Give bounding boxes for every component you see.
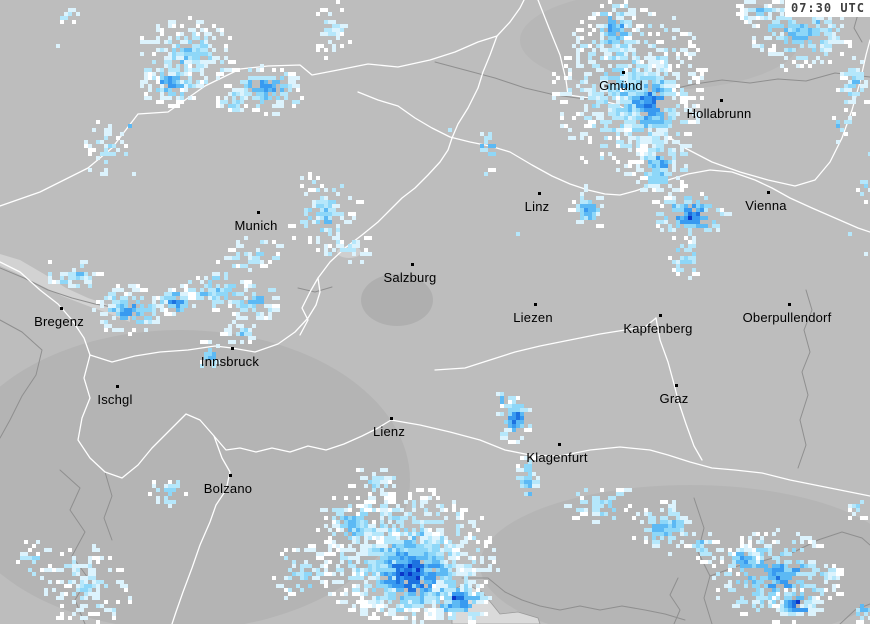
- city-dot: [720, 99, 723, 102]
- city-label: Gmünd: [599, 78, 643, 93]
- city-dot: [622, 71, 625, 74]
- city-dot: [538, 192, 541, 195]
- city-label: Innsbruck: [200, 354, 260, 369]
- city-dot: [659, 314, 662, 317]
- timestamp-badge: 07:30 UTC: [784, 0, 870, 17]
- city-label: Linz: [524, 199, 550, 214]
- city-dot: [231, 347, 234, 350]
- city-label: Ischgl: [97, 392, 133, 407]
- city-label: Bolzano: [203, 481, 253, 496]
- city-dot: [60, 307, 63, 310]
- city-dot: [767, 191, 770, 194]
- city-dot: [390, 417, 393, 420]
- city-label: Kapfenberg: [623, 321, 693, 336]
- city-label: Lienz: [372, 424, 406, 439]
- city-label: Liezen: [513, 310, 553, 325]
- city-label: Hollabrunn: [686, 106, 752, 121]
- city-label: Salzburg: [383, 270, 437, 285]
- city-dot: [558, 443, 561, 446]
- city-dot: [534, 303, 537, 306]
- city-label: Munich: [234, 218, 278, 233]
- city-dot: [788, 303, 791, 306]
- city-dot: [257, 211, 260, 214]
- city-label: Bregenz: [34, 314, 84, 329]
- city-label: Klagenfurt: [526, 450, 588, 465]
- city-label: Vienna: [745, 198, 787, 213]
- city-dot: [229, 474, 232, 477]
- city-label: Oberpullendorf: [742, 310, 832, 325]
- city-dot: [411, 263, 414, 266]
- city-dot: [116, 385, 119, 388]
- city-dot: [675, 384, 678, 387]
- city-label: Graz: [659, 391, 689, 406]
